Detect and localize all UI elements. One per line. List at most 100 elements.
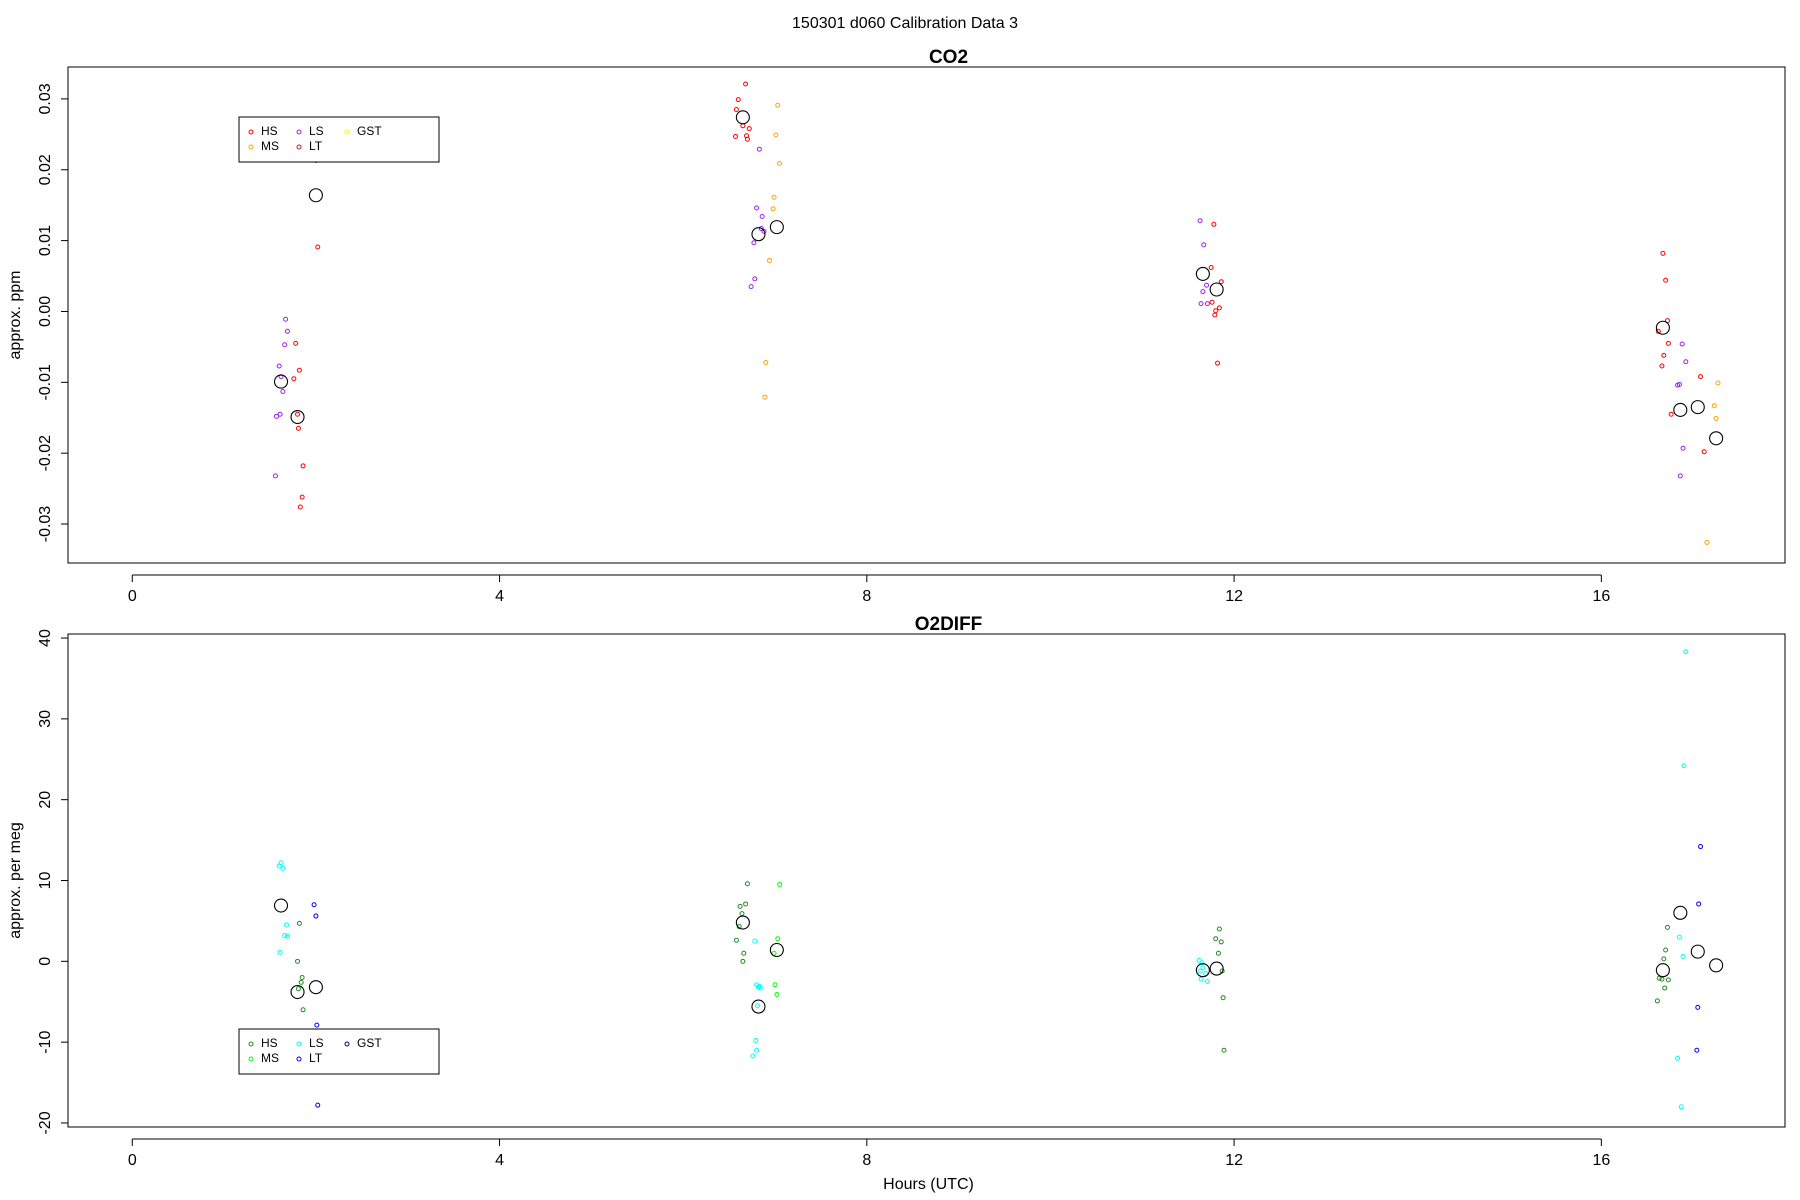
co2-x-tick-label: 4	[495, 588, 504, 605]
o2diff-point-hs	[295, 958, 301, 964]
co2-point-ms	[775, 102, 781, 108]
o2diff-point-ls	[752, 938, 758, 944]
co2-x-tick-label: 8	[862, 588, 871, 605]
co2-point-ls	[759, 214, 765, 220]
o2diff-point-lt	[1696, 901, 1702, 907]
o2diff-panel: O2DIFF 0 4 8 12 16 -20 -10 0 10 20 30 40 approx. per …	[7, 614, 1786, 1193]
co2-point-hs	[1655, 328, 1661, 334]
co2-point-ls	[284, 328, 290, 334]
co2-point-hs	[1668, 411, 1674, 417]
co2-y-tick-label: 0.01	[37, 225, 54, 256]
co2-point-ms	[1715, 380, 1721, 386]
co2-legend-label-ls: LS	[309, 124, 324, 138]
co2-y-tick-label: 0.00	[37, 296, 54, 327]
co2-point-ls	[754, 205, 760, 211]
o2diff-point-ls	[755, 1003, 761, 1009]
o2diff-point-ms	[774, 991, 780, 997]
o2diff-point-ls	[757, 985, 763, 991]
co2-point-ms	[773, 132, 779, 138]
co2-point-ms	[763, 359, 769, 365]
o2diff-point-hs	[1656, 975, 1662, 981]
co2-point-ls	[1198, 301, 1204, 307]
co2-mean-point	[1195, 266, 1210, 281]
co2-point-hs	[1213, 308, 1219, 314]
o2diff-y-tick-label: -20	[37, 1111, 54, 1134]
co2-point-ls	[277, 411, 283, 417]
o2diff-point-hs	[1216, 926, 1222, 932]
co2-mean-point	[1673, 402, 1688, 417]
o2diff-point-hs	[300, 1007, 306, 1013]
o2diff-point-ms	[775, 936, 781, 942]
co2-point-ls	[1204, 301, 1210, 307]
o2diff-legend-marker-hs	[248, 1041, 254, 1047]
o2diff-point-ls	[284, 922, 290, 928]
o2diff-point-hs	[1219, 968, 1225, 974]
co2-point-ms	[1704, 539, 1710, 545]
o2diff-point-lt	[313, 913, 319, 919]
co2-point-hs	[1660, 250, 1666, 256]
o2diff-point-ls	[1678, 1104, 1684, 1110]
o2diff-point-ls	[1199, 960, 1205, 966]
co2-point-hs	[740, 123, 746, 129]
o2diff-point-ms	[771, 950, 777, 956]
co2-legend-box	[238, 116, 440, 163]
o2diff-point-hs	[1664, 924, 1670, 930]
co2-mean-point	[751, 227, 766, 242]
co2-point-hs	[1208, 265, 1214, 271]
co2-x-tick-label: 16	[1592, 588, 1610, 605]
o2diff-mean-point	[751, 999, 766, 1014]
co2-mean-point	[735, 110, 750, 125]
co2-point-ls	[1683, 359, 1689, 365]
o2diff-point-hs	[296, 920, 302, 926]
o2diff-point-ls	[284, 933, 290, 939]
o2diff-mean-point	[273, 898, 289, 913]
co2-legend-marker-ms	[248, 144, 254, 150]
o2diff-point-ls	[277, 949, 283, 955]
o2diff-legend-label-ms: MS	[261, 1051, 279, 1065]
co2-legend-label-hs: HS	[261, 124, 278, 138]
o2diff-point-hs	[1213, 936, 1219, 942]
co2-panel-title: CO2	[929, 47, 968, 68]
o2diff-point-ms	[772, 982, 778, 988]
o2diff-y-tick-label: 10	[37, 872, 54, 890]
o2diff-x-tick-label: 16	[1592, 1152, 1610, 1169]
co2-point-ms	[777, 160, 783, 166]
co2-mean-point	[769, 220, 784, 235]
o2diff-point-ls	[1197, 968, 1203, 974]
o2diff-point-hs	[1654, 998, 1660, 1004]
o2diff-point-hs	[299, 974, 305, 980]
o2diff-y-tick-label: 0	[37, 957, 54, 966]
o2diff-legend-marker-lt	[296, 1056, 302, 1062]
co2-point-ls	[273, 413, 279, 419]
co2-point-hs	[1218, 279, 1224, 285]
o2diff-point-hs	[1218, 939, 1224, 945]
o2diff-point-hs	[740, 958, 746, 964]
co2-y-tick-label: -0.01	[37, 364, 54, 401]
co2-point-ms	[771, 194, 777, 200]
o2diff-point-ls	[282, 932, 288, 938]
co2-point-ls	[1200, 289, 1206, 295]
o2diff-point-hs	[733, 937, 739, 943]
o2diff-mean-point	[1209, 961, 1224, 976]
o2diff-point-ls	[1683, 649, 1689, 655]
o2diff-point-hs	[744, 881, 750, 887]
co2-point-hs	[296, 367, 302, 373]
co2-point-ls	[273, 473, 279, 479]
o2diff-point-ls	[1198, 976, 1204, 982]
co2-point-hs	[1665, 340, 1671, 346]
o2diff-y-tick-label: 40	[37, 629, 54, 647]
co2-point-hs	[291, 376, 297, 382]
co2-point-ls	[1201, 242, 1207, 248]
o2diff-legend-label-lt: LT	[309, 1051, 323, 1065]
o2diff-legend-label-gst: GST	[357, 1036, 382, 1050]
o2diff-point-ls	[278, 860, 284, 866]
co2-point-hs	[1211, 221, 1217, 227]
o2diff-mean-point	[769, 942, 784, 958]
o2diff-point-ls	[1196, 958, 1202, 964]
co2-point-ms	[1713, 415, 1719, 421]
o2diff-point-hs	[1662, 985, 1668, 991]
o2diff-mean-point	[1655, 963, 1670, 978]
o2diff-legend-marker-ls	[296, 1041, 302, 1047]
o2diff-point-ls	[1676, 934, 1682, 940]
